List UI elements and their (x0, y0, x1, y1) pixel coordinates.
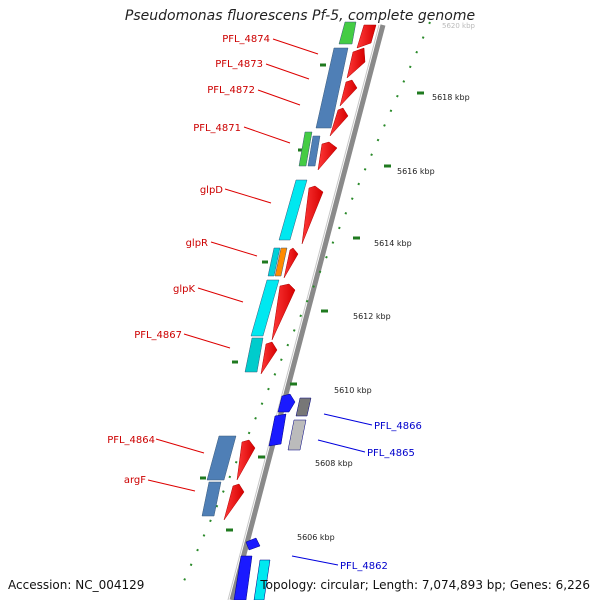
box-glpr-cyan (267, 247, 281, 277)
rev-gene-4862 (233, 555, 253, 600)
rev-gene-4866-blue (277, 393, 296, 413)
callout-argf (147, 479, 196, 492)
topology-summary: Topology: circular; Length: 7,074,893 bp… (260, 578, 590, 592)
rev-gene-4866-grey (295, 397, 312, 417)
callout-glpk (197, 287, 244, 303)
fwd-gene-3 (339, 79, 358, 107)
box-4864 (206, 435, 237, 481)
fwd-gene-11 (223, 483, 245, 521)
green-box-top (338, 21, 357, 45)
box-glpk (250, 279, 280, 337)
callout-4873 (265, 63, 310, 80)
glpk: glpK (173, 284, 195, 295)
callout-4872 (257, 89, 301, 106)
glpr: glpR (186, 238, 208, 249)
fwd-gene-9 (260, 341, 278, 375)
box-4873 (315, 47, 349, 129)
fwd-gene-1 (356, 24, 377, 49)
box-argf (201, 481, 222, 517)
callout-4866 (323, 413, 373, 426)
box-4871-green (298, 131, 313, 167)
scale-labels: 5618 kbp 5616 kbp 5614 kbp 5612 kbp 5610… (297, 22, 476, 542)
pfl-4871: PFL_4871 (193, 123, 241, 134)
callouts-right (291, 413, 373, 566)
map-title: Pseudomonas fluorescens Pf-5, complete g… (124, 8, 476, 24)
pfl-4874: PFL_4874 (222, 34, 270, 45)
rev-gene-4865-blue (268, 413, 287, 447)
accession-label: Accession: NC_004129 (8, 578, 145, 592)
pfl-4867: PFL_4867 (134, 330, 182, 341)
fwd-gene-4 (329, 107, 349, 137)
callout-glpr (210, 241, 258, 257)
pfl-4873: PFL_4873 (215, 59, 263, 70)
forward-genes (223, 24, 377, 521)
gene-labels-right: PFL_4866 PFL_4865 PFL_4862 (340, 421, 422, 572)
tick-5620: 5620 kbp (442, 22, 476, 30)
fwd-gene-7 (283, 247, 299, 279)
callout-4865 (317, 439, 366, 453)
callout-4871 (243, 126, 291, 144)
callout-4862 (291, 555, 339, 566)
box-glpr-orange (274, 247, 288, 277)
tick-5608: 5608 kbp (315, 459, 353, 468)
backbone-inner (227, 24, 380, 600)
box-glpd (278, 179, 308, 241)
tick-5616: 5616 kbp (397, 167, 435, 176)
box-4871-blue (307, 135, 321, 167)
fwd-gene-6 (301, 185, 324, 245)
callouts-left (147, 38, 319, 492)
glpd: glpD (200, 185, 223, 196)
fwd-gene-8 (271, 283, 296, 341)
callout-glpd (224, 188, 272, 204)
feature-boxes (201, 21, 357, 517)
pfl-4864: PFL_4864 (107, 435, 155, 446)
fwd-gene-2 (346, 47, 366, 79)
fwd-gene-5 (317, 141, 338, 171)
tick-5614: 5614 kbp (374, 239, 412, 248)
reverse-genes (233, 393, 312, 600)
tick-5606: 5606 kbp (297, 533, 335, 542)
pfl-4866: PFL_4866 (374, 421, 422, 432)
argf: argF (124, 475, 146, 486)
tick-5610: 5610 kbp (334, 386, 372, 395)
rev-gene-4862-top (245, 537, 261, 551)
gene-labels-left: PFL_4874 PFL_4873 PFL_4872 PFL_4871 glpD… (107, 34, 270, 486)
callout-4874 (272, 38, 319, 55)
rev-gene-4865-grey (287, 419, 307, 451)
tick-5612: 5612 kbp (353, 312, 391, 321)
tick-5618: 5618 kbp (432, 93, 470, 102)
pfl-4872: PFL_4872 (207, 85, 255, 96)
callout-4867 (183, 333, 231, 349)
rev-gene-cyan (253, 559, 271, 600)
fwd-gene-10 (236, 439, 256, 481)
backbone-outer (229, 24, 386, 600)
callout-4864 (155, 438, 205, 454)
pfl-4865: PFL_4865 (367, 448, 415, 459)
pfl-4862: PFL_4862 (340, 561, 388, 572)
box-4867 (244, 337, 264, 373)
